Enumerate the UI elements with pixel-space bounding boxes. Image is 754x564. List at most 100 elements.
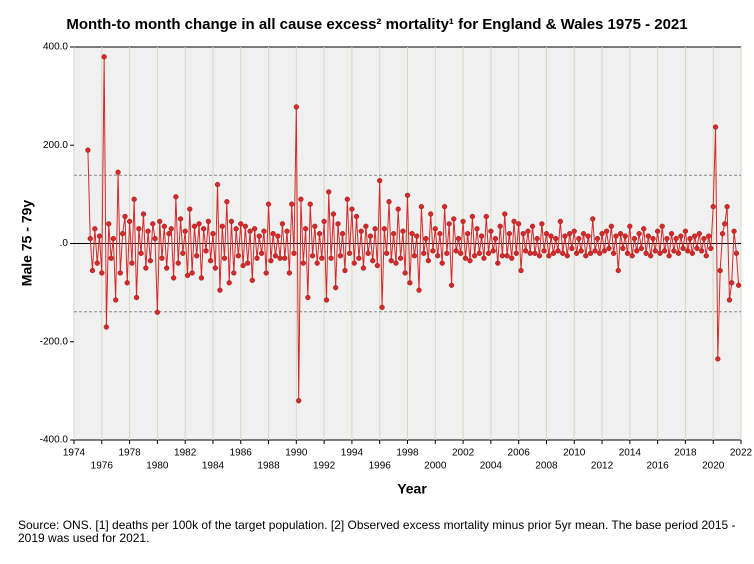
data-point [710, 204, 716, 210]
data-point [103, 324, 110, 330]
data-point [550, 250, 557, 256]
y-tick-label: -400.0 [40, 435, 69, 446]
data-point [196, 221, 202, 227]
data-point [416, 287, 422, 293]
data-point [326, 189, 332, 195]
data-point [678, 233, 684, 239]
data-point [421, 250, 427, 256]
data-point [694, 245, 700, 252]
data-point [381, 226, 387, 232]
data-point [337, 253, 344, 259]
data-point [553, 235, 559, 242]
data-point [377, 177, 383, 184]
data-point [358, 228, 364, 234]
data-point [99, 270, 105, 276]
data-point [715, 356, 721, 362]
data-point [414, 233, 420, 239]
data-point [384, 250, 390, 256]
x-tick-label: 2006 [508, 448, 531, 459]
data-point [106, 221, 112, 227]
data-point [133, 294, 140, 301]
data-point [467, 258, 473, 264]
data-point [256, 233, 262, 239]
data-point [286, 270, 293, 276]
data-point [349, 206, 355, 212]
data-point [504, 253, 510, 259]
data-point [502, 211, 508, 217]
data-point [439, 260, 445, 266]
data-point [675, 250, 682, 256]
x-tick-label: 1978 [118, 448, 141, 459]
y-axis-label: Male 75 - 79y [19, 200, 35, 287]
data-point [85, 147, 91, 153]
series-line [87, 56, 740, 401]
data-point [610, 250, 617, 256]
data-point [164, 265, 170, 271]
data-point [724, 204, 730, 210]
data-point [476, 250, 482, 256]
data-point [615, 267, 621, 274]
data-point [191, 223, 198, 229]
data-point [411, 253, 418, 259]
data-point [539, 221, 545, 227]
x-tick-label: 2004 [480, 461, 503, 472]
data-point [353, 213, 360, 220]
data-point [393, 260, 399, 266]
data-point [624, 250, 631, 256]
data-point [522, 248, 529, 254]
data-point [520, 231, 526, 237]
data-point [319, 255, 325, 261]
data-point [173, 194, 179, 200]
data-point [247, 228, 253, 234]
data-point [119, 231, 126, 237]
data-point [689, 250, 696, 256]
data-point [631, 235, 638, 242]
x-tick-label: 1986 [230, 448, 253, 459]
data-point [518, 267, 524, 274]
data-point [613, 233, 619, 239]
data-point [200, 226, 207, 232]
data-point [351, 260, 357, 266]
data-point [113, 297, 119, 303]
data-point [492, 235, 499, 242]
data-point [219, 223, 225, 229]
data-point [258, 250, 265, 256]
data-point [668, 231, 675, 237]
data-point [316, 231, 323, 237]
data-point [210, 231, 216, 237]
x-tick-label: 1992 [313, 461, 336, 472]
data-point [161, 223, 167, 229]
data-point [390, 231, 397, 237]
data-point [645, 233, 651, 239]
data-point [733, 250, 740, 256]
data-point [270, 231, 276, 237]
data-point [194, 253, 200, 259]
data-point [409, 231, 415, 237]
data-point [620, 245, 626, 252]
x-tick-label: 1996 [369, 461, 392, 472]
data-point [648, 253, 654, 259]
data-point [462, 255, 469, 261]
data-point [603, 228, 610, 234]
data-point [735, 282, 742, 288]
data-point [564, 253, 570, 259]
x-tick-label: 1976 [91, 461, 114, 472]
data-point [235, 253, 242, 259]
data-point [488, 228, 494, 234]
data-point [587, 250, 594, 256]
data-point [363, 223, 369, 229]
data-point [136, 226, 142, 232]
data-point [719, 231, 726, 237]
data-point [703, 253, 709, 259]
data-point [407, 280, 413, 286]
x-tick-label: 2016 [647, 461, 670, 472]
data-point [402, 270, 408, 276]
data-point [597, 250, 603, 256]
data-point [638, 245, 645, 252]
data-point [460, 218, 466, 225]
data-point [254, 255, 260, 261]
data-point [580, 231, 587, 237]
data-point [217, 287, 223, 293]
data-point [242, 223, 248, 229]
data-point [307, 201, 313, 207]
